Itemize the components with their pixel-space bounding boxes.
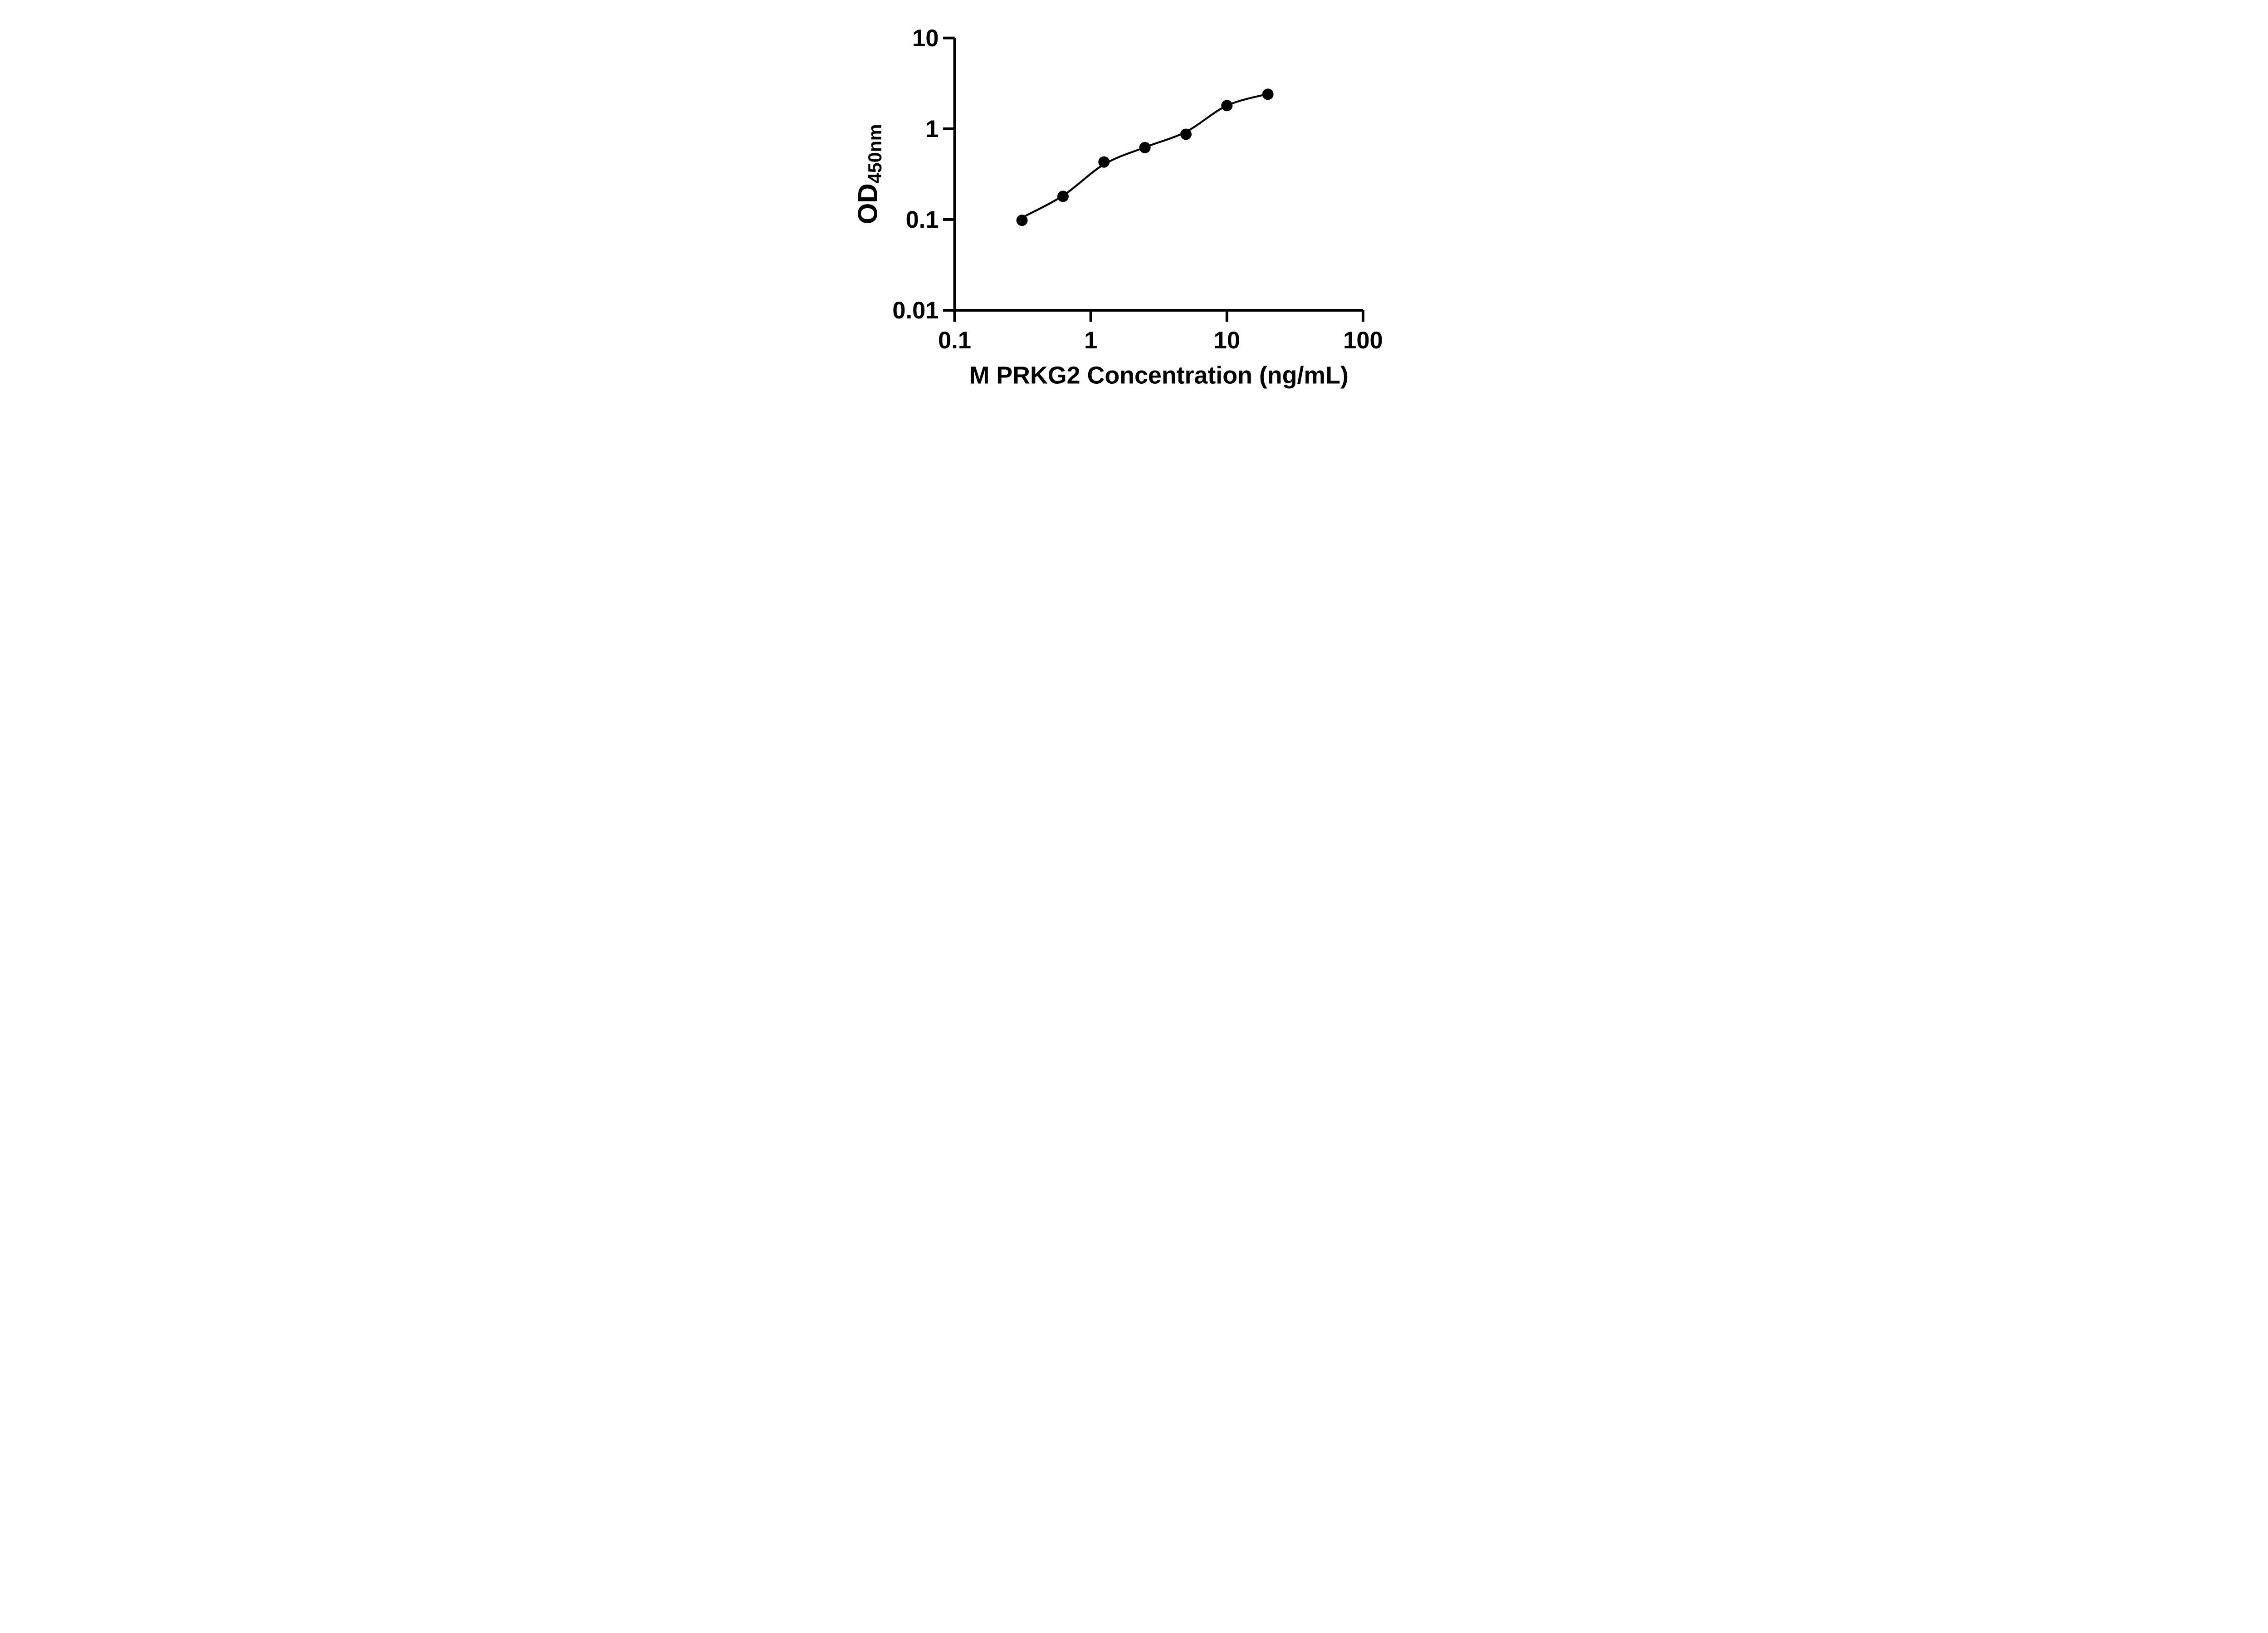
x-axis-ticks: 0.1 1 10 100 — [938, 310, 1383, 354]
y-axis-title-subscript: 450nm — [865, 124, 885, 184]
y-tick-label: 0.01 — [892, 297, 938, 324]
elisa-standard-curve-figure: 0.01 0.1 1 10 0.1 1 10 100 M PRKG2 Concentrati… — [842, 0, 1426, 409]
data-points — [1016, 88, 1274, 226]
y-tick-label: 0.1 — [906, 206, 939, 233]
x-tick-label: 100 — [1343, 327, 1383, 354]
data-point — [1057, 191, 1069, 202]
y-axis-title: OD450nm — [852, 124, 885, 225]
y-axis-ticks: 0.01 0.1 1 10 — [892, 25, 955, 324]
x-tick-label: 0.1 — [938, 327, 971, 354]
data-point — [1098, 156, 1110, 168]
axis-line — [953, 38, 1363, 312]
x-axis-title: M PRKG2 Concentration (ng/mL) — [969, 362, 1349, 389]
x-tick-label: 10 — [1214, 327, 1240, 354]
data-point — [1262, 88, 1274, 100]
axes — [953, 38, 1363, 312]
data-point — [1221, 100, 1233, 112]
data-point — [1180, 128, 1192, 140]
data-point — [1016, 215, 1028, 226]
y-axis-title-main: OD — [852, 183, 883, 224]
data-point — [1139, 142, 1151, 153]
y-tick-label: 10 — [912, 25, 938, 52]
x-tick-label: 1 — [1084, 327, 1097, 354]
y-tick-label: 1 — [925, 116, 938, 142]
